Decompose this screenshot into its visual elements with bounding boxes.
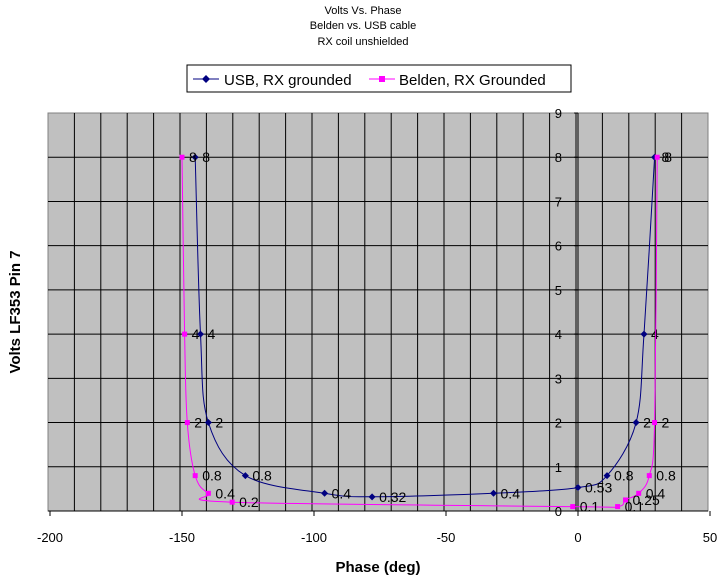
y-tick-label: 8 [555,150,562,165]
chart-subtitle-2: RX coil unshielded [317,36,408,48]
plot-area [47,112,709,512]
data-point-belden [646,473,652,479]
y-tick-label: 0 [555,504,562,519]
data-label-belden: 4 [192,326,200,342]
data-label-belden: 2 [662,415,670,431]
tick-labels: -200 -150 -100 -50 0 50 0 1 2 3 4 5 6 7 8 9 [37,106,717,545]
data-point-usb [241,472,249,480]
data-point-belden [615,504,621,510]
x-tick-label: -100 [301,530,327,545]
data-label-belden: 8 [664,149,672,165]
series-line-belden [181,157,658,508]
data-label-belden: 0.1 [625,499,645,515]
data-label-belden: 2 [194,415,202,431]
data-label-belden: 0.8 [656,468,676,484]
data-label-belden: 0.2 [239,494,259,510]
data-label-belden: 8 [189,149,197,165]
legend-label-usb: USB, RX grounded [224,72,352,89]
data-point-usb [321,489,329,497]
legend-label-belden: Belden, RX Grounded [399,72,546,89]
data-label-usb: 0.32 [379,489,406,505]
data-label-usb: 4 [207,326,215,342]
x-tick-label: 50 [703,530,717,545]
data-point-belden [205,490,211,496]
data-point-belden [229,499,235,505]
x-tick-label: -200 [37,530,63,545]
data-point-belden [192,473,198,479]
data-point-usb [191,153,199,161]
legend-marker-belden [379,76,385,82]
data-point-belden [179,154,185,160]
y-axis-label: Volts LF353 Pin 7 [7,250,24,373]
data-label-belden: 0.4 [215,485,235,501]
data-label-usb: 0.4 [501,485,521,501]
data-point-usb [632,419,640,427]
y-tick-label: 7 [555,194,562,209]
data-label-belden: 0.4 [646,485,666,501]
chart-title: Volts Vs. Phase [324,5,401,17]
data-point-belden [623,497,629,503]
data-label-usb: 0.8 [252,468,272,484]
data-label-belden: 0.1 [580,499,600,515]
legend: USB, RX grounded Belden, RX Grounded [186,64,572,93]
data-point-belden [652,420,658,426]
data-label-belden: 0.25 [633,492,660,508]
y-tick-label: 4 [555,327,562,342]
data-point-usb [368,493,376,501]
data-point-usb [574,484,582,492]
data-point-usb [603,472,611,480]
data-label-usb: 4 [651,326,659,342]
data-point-usb [204,419,212,427]
y-tick-label: 2 [555,416,562,431]
chart-subtitle: Belden vs. USB cable [310,20,416,32]
data-label-belden: 0.8 [202,468,222,484]
data-label-usb: 2 [215,415,223,431]
x-axis-label: Phase (deg) [335,559,420,576]
data-point-belden [182,331,188,337]
x-tick-label: -150 [169,530,195,545]
y-tick-label: 9 [555,106,562,121]
data-point-belden [654,154,660,160]
data-point-belden [636,490,642,496]
data-label-usb: 8 [662,149,670,165]
data-point-usb [640,330,648,338]
x-tick-label: -50 [437,530,456,545]
data-point-usb [490,489,498,497]
axes [48,113,708,512]
y-tick-label: 3 [555,371,562,386]
series-line-usb [194,157,656,498]
y-tick-label: 6 [555,239,562,254]
x-tick-label: 0 [574,530,581,545]
data-point-usb [196,330,204,338]
legend-marker-usb [202,75,210,83]
data-point-belden [184,420,190,426]
data-label-usb: 2 [643,415,651,431]
y-tick-label: 5 [555,283,562,298]
grid [48,113,708,511]
data-label-usb: 0.53 [585,480,612,496]
data-label-usb: 0.4 [332,485,352,501]
data-point-belden [570,504,576,510]
data-label-usb: 8 [202,149,210,165]
y-tick-label: 1 [555,460,562,475]
data-label-usb: 0.8 [614,468,634,484]
